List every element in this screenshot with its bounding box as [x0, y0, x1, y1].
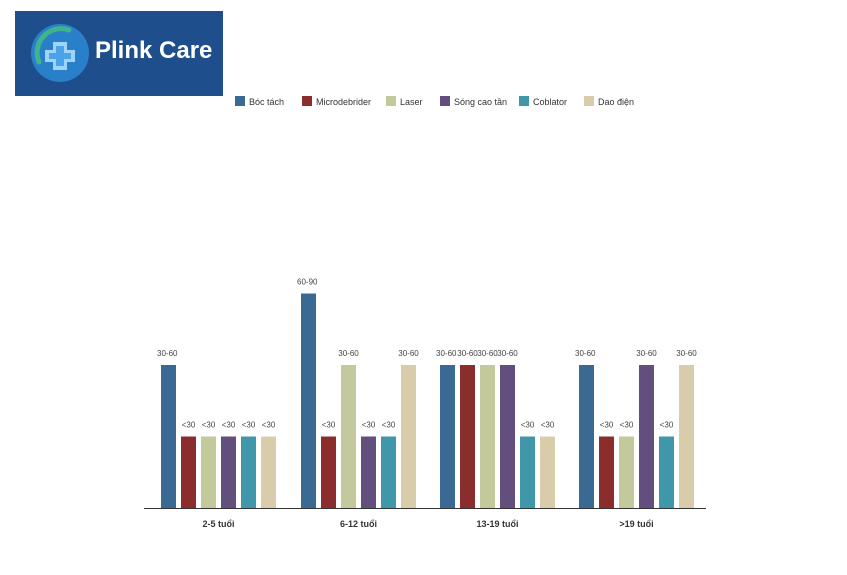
bar	[261, 436, 276, 508]
legend-swatch	[440, 96, 450, 106]
bar-data-label: <30	[182, 421, 196, 430]
x-tick-label: 6-12 tuổi	[340, 519, 377, 529]
bar	[401, 365, 416, 508]
bar-data-label: 30-60	[157, 349, 178, 358]
bar-data-label: <30	[541, 421, 555, 430]
brand-logo: Plink Care	[15, 11, 223, 96]
bar-data-label: <30	[242, 421, 256, 430]
bar-data-label: 30-60	[477, 349, 498, 358]
bar-data-label: <30	[600, 421, 614, 430]
legend-swatch	[584, 96, 594, 106]
bar-data-label: <30	[362, 421, 376, 430]
bar	[579, 365, 594, 508]
bar-data-label: 30-60	[497, 349, 518, 358]
bar	[361, 436, 376, 508]
legend-label: Coblator	[533, 97, 567, 107]
legend-label: Sóng cao tần	[454, 97, 507, 107]
legend-swatch	[302, 96, 312, 106]
bar	[181, 436, 196, 508]
bar	[619, 436, 634, 508]
bar-data-label: <30	[262, 421, 276, 430]
bar-data-label: 30-60	[398, 349, 419, 358]
bar-data-label: 30-60	[457, 349, 478, 358]
x-tick-label: >19 tuổi	[619, 519, 653, 529]
medical-cross-shield-icon	[31, 24, 89, 82]
x-axis-tick-labels: 2-5 tuổi 6-12 tuổi 13-19 tuổi >19 tuổi	[202, 519, 653, 529]
bar-data-label: <30	[202, 421, 216, 430]
bar	[480, 365, 495, 508]
bar-data-label: 60-90	[297, 278, 318, 287]
bar-data-label: <30	[620, 421, 634, 430]
legend-swatch	[235, 96, 245, 106]
bar	[161, 365, 176, 508]
bar-data-label: 30-60	[436, 349, 457, 358]
x-tick-label: 13-19 tuổi	[476, 519, 518, 529]
bar	[540, 436, 555, 508]
bar	[520, 436, 535, 508]
bar-data-label: 30-60	[636, 349, 657, 358]
bar	[321, 436, 336, 508]
bar	[679, 365, 694, 508]
bar	[241, 436, 256, 508]
bar-data-label: 30-60	[338, 349, 359, 358]
bar	[500, 365, 515, 508]
legend-swatch	[519, 96, 529, 106]
legend-label: Laser	[400, 97, 423, 107]
bar	[341, 365, 356, 508]
chart-legend: Bóc tách Microdebrider Laser Sóng cao tần Co…	[235, 96, 634, 107]
chart-data-labels: 30-60 <30 <30 <30 <30 <30 60-90 <30 30-60 <30 <30 3…	[157, 278, 697, 430]
legend-label: Bóc tách	[249, 97, 284, 107]
bar	[221, 436, 236, 508]
bar	[659, 436, 674, 508]
bar	[301, 293, 316, 508]
bar	[639, 365, 654, 508]
bar-data-label: <30	[322, 421, 336, 430]
legend-label: Dao điện	[598, 97, 634, 107]
chart-bars	[161, 293, 694, 508]
legend-label: Microdebrider	[316, 97, 371, 107]
bar	[440, 365, 455, 508]
bar-data-label: 30-60	[575, 349, 596, 358]
brand-name: Plink Care	[95, 37, 213, 64]
bar-data-label: 30-60	[676, 349, 697, 358]
bar	[381, 436, 396, 508]
x-tick-label: 2-5 tuổi	[202, 519, 234, 529]
bar-data-label: <30	[382, 421, 396, 430]
legend-swatch	[386, 96, 396, 106]
bar-data-label: <30	[521, 421, 535, 430]
bar	[201, 436, 216, 508]
bar	[599, 436, 614, 508]
bar-data-label: <30	[660, 421, 674, 430]
bar	[460, 365, 475, 508]
bar-data-label: <30	[222, 421, 236, 430]
